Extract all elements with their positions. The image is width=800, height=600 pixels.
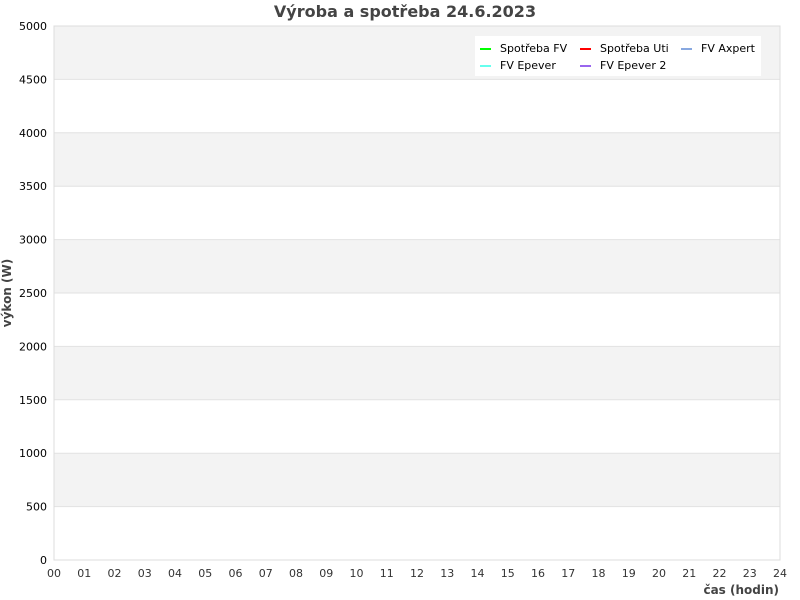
x-tick-label: 17 <box>561 567 575 580</box>
x-tick-label: 21 <box>682 567 696 580</box>
x-tick-label: 22 <box>713 567 727 580</box>
x-tick-label: 03 <box>138 567 152 580</box>
y-tick-label: 2000 <box>19 340 47 353</box>
x-tick-label: 15 <box>501 567 515 580</box>
y-tick-label: 5000 <box>19 20 47 33</box>
plot-band <box>54 399 780 454</box>
x-tick-label: 01 <box>77 567 91 580</box>
plot-band <box>54 453 780 507</box>
x-axis-ticks: 00 01 02 03 04 05 06 07 08 09 10 11 12 13 14 15 16 17 18 19… <box>47 567 787 580</box>
x-tick-label: 04 <box>168 567 182 580</box>
y-axis-label: výkon (W) <box>0 259 14 327</box>
y-tick-label: 3000 <box>19 234 47 247</box>
x-tick-label: 07 <box>259 567 273 580</box>
y-tick-label: 0 <box>40 554 47 567</box>
y-tick-label: 500 <box>26 501 47 514</box>
x-tick-label: 16 <box>531 567 545 580</box>
x-tick-label: 06 <box>229 567 243 580</box>
plot-bands <box>54 26 780 560</box>
x-tick-label: 23 <box>743 567 757 580</box>
plot-band <box>54 293 780 347</box>
y-tick-label: 1500 <box>19 394 47 407</box>
y-tick-label: 4500 <box>19 73 47 86</box>
legend-entry: FV Epever 2 <box>600 59 666 72</box>
x-tick-label: 10 <box>350 567 364 580</box>
chart-title: Výroba a spotřeba 24.6.2023 <box>274 2 536 21</box>
plot-band <box>54 506 780 560</box>
plot-band <box>54 79 780 133</box>
x-tick-label: 14 <box>471 567 485 580</box>
x-tick-label: 05 <box>198 567 212 580</box>
legend-box <box>475 36 761 76</box>
x-tick-label: 02 <box>108 567 122 580</box>
x-tick-label: 08 <box>289 567 303 580</box>
legend-entry: Spotřeba FV <box>500 42 568 55</box>
legend-entry: FV Epever <box>500 59 556 72</box>
x-tick-label: 09 <box>319 567 333 580</box>
plot-band <box>54 239 780 293</box>
plot-band <box>54 186 780 240</box>
y-tick-label: 3500 <box>19 180 47 193</box>
x-tick-label: 13 <box>440 567 454 580</box>
x-tick-label: 12 <box>410 567 424 580</box>
x-tick-label: 11 <box>380 567 394 580</box>
y-tick-label: 2500 <box>19 287 47 300</box>
x-tick-label: 20 <box>652 567 666 580</box>
legend-entry: Spotřeba Uti <box>600 42 669 55</box>
x-axis-label: čas (hodin) <box>703 583 779 597</box>
legend: Spotřeba FV Spotřeba Uti FV Axpert FV Epeve… <box>475 36 761 76</box>
plot-frame <box>53 25 781 561</box>
x-tick-label: 24 <box>773 567 787 580</box>
legend-entry: FV Axpert <box>701 42 756 55</box>
plot-band <box>54 132 780 187</box>
x-tick-label: 19 <box>622 567 636 580</box>
y-tick-label: 4000 <box>19 127 47 140</box>
y-tick-label: 1000 <box>19 447 47 460</box>
x-tick-label: 00 <box>47 567 61 580</box>
x-tick-label: 18 <box>592 567 606 580</box>
plot-band <box>54 346 780 400</box>
y-axis-ticks: 0 500 1000 1500 2000 2500 3000 3500 4000 4500 5000 <box>19 20 47 567</box>
